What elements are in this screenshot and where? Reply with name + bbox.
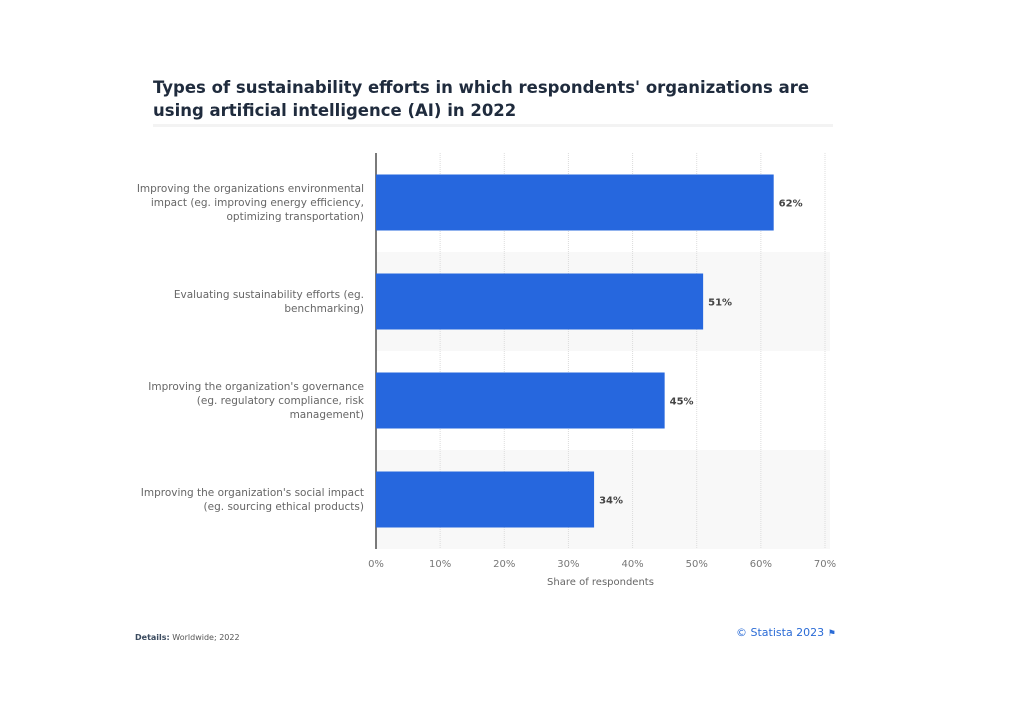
data-label: 62%	[779, 199, 803, 210]
x-axis-title: Share of respondents	[547, 577, 654, 588]
statista-credit[interactable]: © Statista 2023 ⚑	[736, 626, 836, 639]
bar	[376, 471, 595, 528]
bar	[376, 372, 665, 429]
details-note: Details: Worldwide; 2022	[135, 633, 240, 642]
category-label: Improving the organizations environmenta…	[136, 182, 364, 223]
credit-text: © Statista 2023	[736, 626, 825, 639]
x-tick-label: 50%	[686, 559, 708, 570]
x-tick-label: 20%	[493, 559, 515, 570]
details-label: Details:	[135, 633, 170, 642]
category-label: Improving the organization's social impa…	[140, 486, 364, 513]
x-tick-label: 10%	[429, 559, 451, 570]
x-tick-label: 0%	[368, 559, 384, 570]
bar	[376, 174, 774, 231]
x-tick-label: 70%	[814, 559, 836, 570]
title-divider	[153, 124, 833, 127]
data-label: 34%	[599, 496, 623, 507]
x-tick-label: 40%	[621, 559, 643, 570]
details-value: Worldwide; 2022	[172, 633, 240, 642]
chart-title: Types of sustainability efforts in which…	[153, 78, 810, 120]
x-tick-label: 60%	[750, 559, 772, 570]
flag-icon: ⚑	[827, 629, 836, 639]
x-tick-label: 30%	[557, 559, 579, 570]
data-label: 51%	[708, 298, 732, 309]
category-label: Improving the organization's governance …	[148, 380, 364, 421]
data-label: 45%	[670, 397, 694, 408]
category-label: Evaluating sustainability efforts (eg. b…	[173, 288, 364, 315]
bar	[376, 273, 704, 330]
